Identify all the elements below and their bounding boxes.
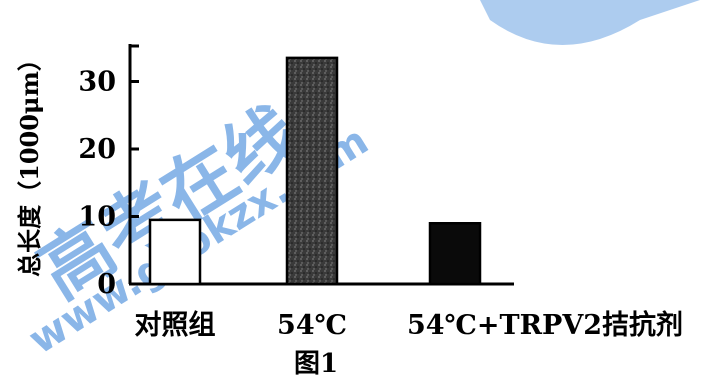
x-tick-label: 54℃ [277, 310, 347, 341]
watermark-swoosh [480, 0, 700, 45]
x-tick-label: 54℃+TRPV2拮抗剂 [407, 309, 683, 341]
bars [148, 56, 482, 286]
y-ticks: 0 10 20 30 [78, 44, 139, 300]
bar-3 [428, 222, 482, 286]
y-tick-label: 10 [78, 202, 116, 233]
watermark: 高考在线 www.gaokzx.com [21, 0, 700, 363]
y-tick-label: 20 [78, 134, 116, 165]
y-axis-label: 总长度（1000μm） [15, 47, 44, 277]
bar-2 [285, 56, 339, 286]
bar-1 [148, 218, 202, 286]
x-tick-labels: 对照组 54℃ 54℃+TRPV2拮抗剂 [135, 309, 684, 341]
figure-caption: 图1 [294, 349, 338, 379]
y-tick-label: 30 [78, 67, 116, 98]
y-tick-label: 0 [97, 269, 116, 300]
x-tick-label: 对照组 [135, 309, 216, 341]
